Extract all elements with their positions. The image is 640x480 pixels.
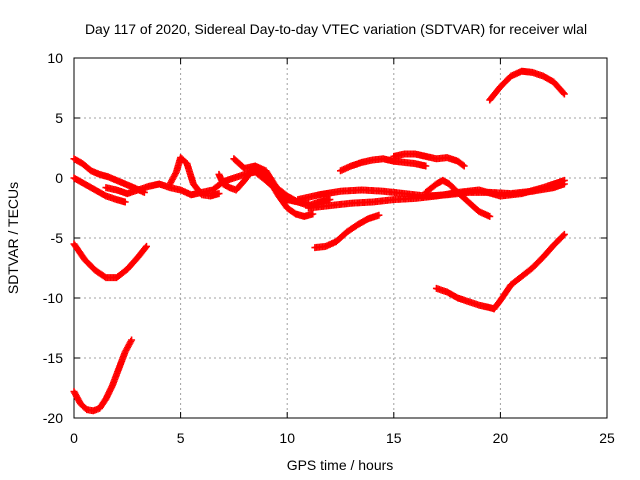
series-arc-11 — [390, 150, 468, 170]
x-tick-label: 0 — [70, 430, 78, 446]
data-point — [459, 161, 467, 169]
series-arc-13 — [432, 284, 498, 313]
x-tick-label: 10 — [279, 430, 295, 446]
data-point — [142, 242, 150, 250]
data-point — [460, 162, 468, 170]
data-points — [70, 67, 568, 415]
series-arc-14 — [490, 230, 568, 313]
series-arc-15 — [486, 67, 568, 104]
y-tick-label: -15 — [43, 350, 63, 366]
series-arc-16 — [70, 240, 150, 282]
y-axis-label: SDTVAR / TECUs — [5, 182, 21, 294]
ticks: 0 5 10 15 20 25 -20 -15 -10 -5 0 5 10 — [43, 50, 615, 446]
series-arc-17 — [70, 336, 136, 415]
x-tick-label: 20 — [493, 430, 509, 446]
x-axis-label: GPS time / hours — [287, 457, 394, 473]
data-point — [559, 89, 567, 97]
data-point — [375, 211, 383, 219]
data-point — [326, 196, 334, 204]
data-point — [215, 190, 223, 198]
y-tick-label: -20 — [43, 410, 63, 426]
series-arc-8 — [305, 176, 568, 212]
data-point — [128, 336, 136, 344]
y-tick-label: 10 — [47, 50, 63, 66]
data-point — [560, 230, 568, 238]
x-tick-label: 15 — [386, 430, 402, 446]
chart-title: Day 117 of 2020, Sidereal Day-to-day VTE… — [85, 21, 587, 37]
series-arc-4 — [166, 154, 223, 200]
data-point — [559, 232, 567, 240]
x-tick-label: 25 — [599, 430, 615, 446]
data-point — [422, 162, 430, 170]
y-tick-label: 5 — [55, 110, 63, 126]
data-point — [486, 212, 494, 220]
data-point — [560, 176, 568, 184]
data-point — [142, 244, 150, 252]
data-point — [121, 198, 129, 206]
data-point — [560, 90, 568, 98]
series-arc-12 — [422, 176, 494, 220]
y-tick-label: -10 — [43, 290, 63, 306]
series-arc-10 — [337, 155, 430, 175]
y-tick-label: -5 — [51, 230, 64, 246]
y-tick-label: 0 — [55, 170, 63, 186]
x-tick-label: 5 — [177, 430, 185, 446]
data-point — [309, 210, 317, 218]
series-arc-9 — [311, 211, 383, 252]
series-arc-2 — [70, 174, 129, 206]
